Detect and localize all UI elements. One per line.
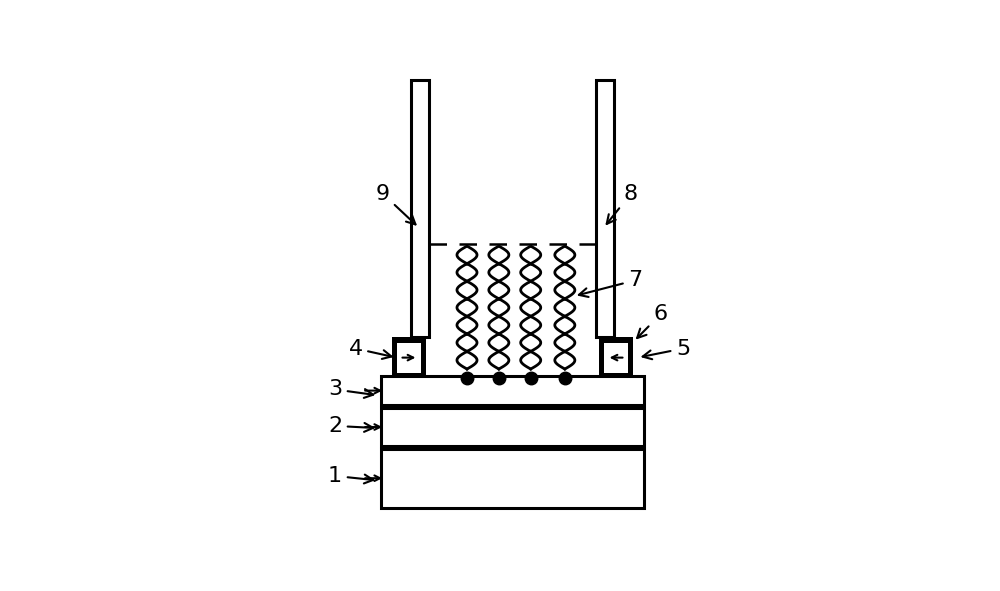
Bar: [411, 80, 429, 337]
Text: 4: 4: [348, 339, 391, 359]
Text: 3: 3: [328, 379, 373, 400]
Bar: [381, 449, 644, 508]
Bar: [596, 80, 614, 337]
Bar: [381, 408, 644, 446]
Text: 2: 2: [328, 416, 373, 436]
Bar: [397, 343, 421, 373]
Text: 8: 8: [607, 184, 638, 224]
Text: 6: 6: [637, 304, 667, 338]
Bar: [381, 376, 644, 405]
Text: 7: 7: [579, 270, 642, 297]
Text: 1: 1: [328, 466, 373, 486]
Text: 5: 5: [643, 339, 690, 359]
Bar: [604, 343, 628, 373]
Bar: [392, 337, 426, 378]
Bar: [599, 337, 633, 378]
Text: 9: 9: [376, 184, 415, 225]
